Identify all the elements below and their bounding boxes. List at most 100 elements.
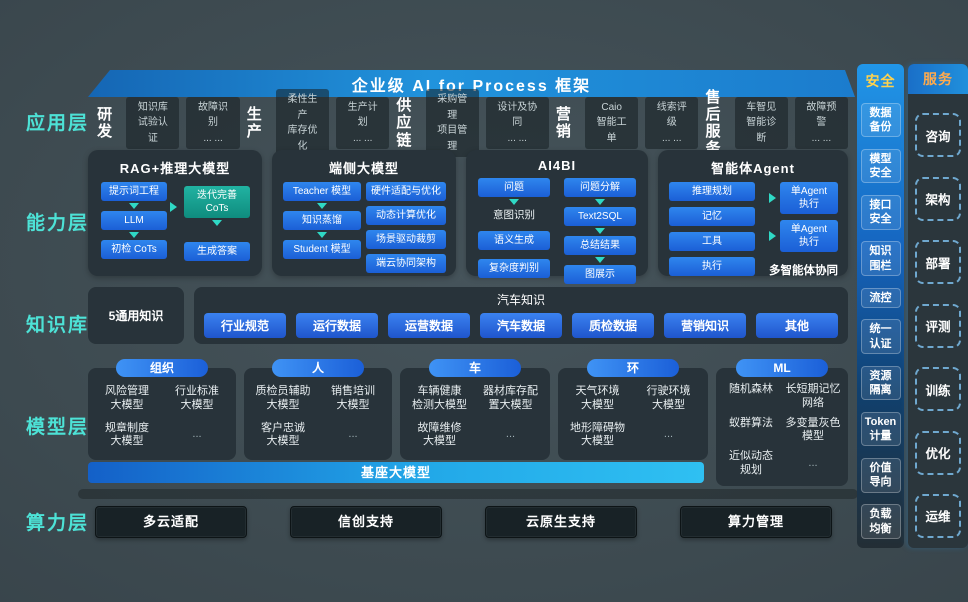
flow-node: 迭代完善 CoTs: [184, 186, 250, 218]
knowledge-chip: 其他: [756, 313, 838, 338]
service-item: 架构: [915, 176, 961, 221]
model-pill: ML: [736, 359, 828, 377]
arrow-right-icon: [769, 193, 776, 203]
security-item: Token 计量: [860, 411, 901, 447]
model-item: 规章制度 大模型: [105, 421, 149, 448]
model-group-vehicle: 车 车辆健康 检测大模型 器材库存配 置大模型 故障维修 大模型 ...: [400, 359, 550, 460]
model-item: 器材库存配 置大模型: [483, 385, 538, 411]
compute-item: 算力管理: [680, 506, 832, 538]
flow-node: 工具: [669, 232, 755, 251]
security-item: 负载 均衡: [860, 504, 901, 539]
flow-node: Teacher 模型: [283, 182, 361, 201]
model-item: 随机森林: [729, 383, 773, 395]
layer-label-model: 模型层: [26, 417, 90, 438]
app-chip: 知识库 试验认证: [126, 96, 180, 150]
flow-node: Student 模型: [283, 240, 361, 259]
model-group-organization: 组织 风险管理 大模型 行业标准 大模型 规章制度 大模型 ...: [88, 359, 236, 460]
model-item: 车辆健康 检测大模型: [412, 385, 467, 411]
layer-label-compute: 算力层: [26, 513, 90, 534]
agent-caption: 多智能体协同: [769, 265, 838, 277]
app-chip: 设计及协同 ... ...: [485, 96, 549, 150]
rag-box-title: RAG+推理大模型: [119, 161, 231, 176]
layer-label-application: 应用层: [26, 113, 90, 134]
arrow-down-icon: [509, 199, 519, 205]
auto-knowledge-box: 汽车知识 行业规范 运行数据 运营数据 汽车数据 质检数据 营销知识 其他: [194, 287, 848, 344]
model-item: 长短期记忆 网络: [785, 383, 841, 409]
ai4bi-box-title: AI4BI: [537, 158, 577, 173]
model-item: 质检员辅助 大模型: [255, 385, 311, 411]
model-item-ellipsis: ...: [192, 428, 202, 441]
flow-node: 单Agent 执行: [780, 220, 838, 252]
security-item: 价值 导向: [860, 458, 901, 493]
auto-knowledge-title: 汽车知识: [496, 293, 545, 307]
ai4bi-box: AI4BI 问题 意图识别 语义生成 复杂度判别 问题分解 Text2SQL 总…: [466, 150, 648, 284]
flow-node: 硬件适配与优化: [366, 182, 446, 201]
model-item-ellipsis: ...: [505, 428, 516, 441]
flow-node: 问题: [478, 178, 550, 197]
arrow-down-icon: [595, 257, 605, 263]
flow-node: 问题分解: [564, 178, 636, 197]
flow-node: 执行: [669, 257, 755, 276]
service-item: 评测: [915, 303, 961, 348]
model-item: 故障维修 大模型: [417, 421, 462, 448]
app-group-after-sales: 售后 服务 车智见 智能诊断 故障预警 ... ...: [698, 89, 848, 158]
flow-node: 单Agent 执行: [780, 182, 838, 214]
compute-item: 信创支持: [290, 506, 442, 538]
knowledge-chip: 运行数据: [296, 313, 378, 338]
app-chip: 车智见 智能诊断: [734, 96, 788, 150]
flow-node: 初检 CoTs: [101, 240, 167, 259]
model-pill: 环: [587, 359, 679, 377]
app-group-label: 售后 服务: [705, 88, 721, 158]
model-item: 行驶环境 大模型: [646, 385, 691, 411]
app-group-label: 营销: [555, 105, 571, 140]
application-layer-row: 研发 知识库 试验认证 故障识别 ... ... 生产 柔性生产 库存优化 生产…: [90, 89, 848, 157]
app-group-label: 供应 链: [396, 97, 412, 149]
arrow-down-icon: [595, 228, 605, 234]
base-model-bar: 基座大模型: [88, 462, 704, 483]
knowledge-chip: 营销知识: [664, 313, 746, 338]
arrow-down-icon: [212, 220, 222, 226]
app-chip: 生产计划 ... ...: [336, 96, 390, 150]
compute-item: 云原生支持: [485, 506, 637, 538]
model-item: 行业标准 大模型: [175, 385, 219, 411]
model-item: 蚁群算法: [729, 416, 773, 429]
model-item-ellipsis: ...: [348, 428, 358, 441]
knowledge-chip: 质检数据: [572, 313, 654, 338]
model-group-people: 人 质检员辅助 大模型 销售培训 大模型 客户忠诚 大模型 ...: [244, 359, 392, 460]
security-item: 资源 隔离: [860, 365, 901, 401]
security-item: 统一 认证: [860, 319, 901, 355]
app-chip: Caio 智能工单: [585, 96, 639, 150]
service-item: 咨询: [915, 113, 961, 158]
app-chip: 故障识别 ... ...: [186, 96, 240, 150]
flow-node: 复杂度判别: [478, 259, 550, 278]
general-knowledge-box: 5通用知识: [88, 287, 184, 344]
rag-reasoning-box: RAG+推理大模型 提示词工程 LLM 初检 CoTs 迭代完善 CoTs 生成…: [88, 150, 262, 276]
edge-box-title: 端侧大模型: [328, 161, 399, 176]
flow-node: 总结结果: [564, 236, 636, 255]
arrow-down-icon: [129, 203, 139, 209]
app-chip: 故障预警 ... ...: [794, 96, 848, 150]
service-item: 训练: [915, 367, 961, 412]
knowledge-chip: 行业规范: [204, 313, 286, 338]
model-item-ellipsis: ...: [663, 428, 674, 441]
services-header: 服务: [908, 64, 968, 94]
arrow-right-icon: [170, 202, 177, 212]
security-rail: 安全 数据 备份 模型 安全 接口 安全 知识 围栏 流控 统一 认证 资源 隔…: [857, 64, 904, 548]
model-group-environment: 环 天气环境 大模型 行驶环境 大模型 地形障碍物 大模型 ...: [558, 359, 708, 460]
model-item-ellipsis: ...: [808, 456, 818, 469]
model-pill: 车: [429, 359, 521, 377]
model-pill: 人: [272, 359, 364, 377]
app-chip: 采购管理 项目管理: [425, 89, 479, 157]
flow-node: 推理规划: [669, 182, 755, 201]
knowledge-chip: 汽车数据: [480, 313, 562, 338]
model-item: 销售培训 大模型: [331, 385, 375, 411]
flow-node: LLM: [101, 211, 167, 230]
app-group-production: 生产 柔性生产 库存优化 生产计划 ... ...: [240, 89, 390, 157]
flow-node: 动态计算优化: [366, 206, 446, 225]
agent-box: 智能体Agent 推理规划 记忆 工具 执行 单Agent 执行 单Agent …: [658, 150, 848, 277]
compute-item: 多云适配: [95, 506, 247, 538]
security-item: 数据 备份: [860, 102, 901, 138]
model-item: 近似动态 规划: [729, 450, 773, 476]
flow-node: Text2SQL: [564, 207, 636, 226]
